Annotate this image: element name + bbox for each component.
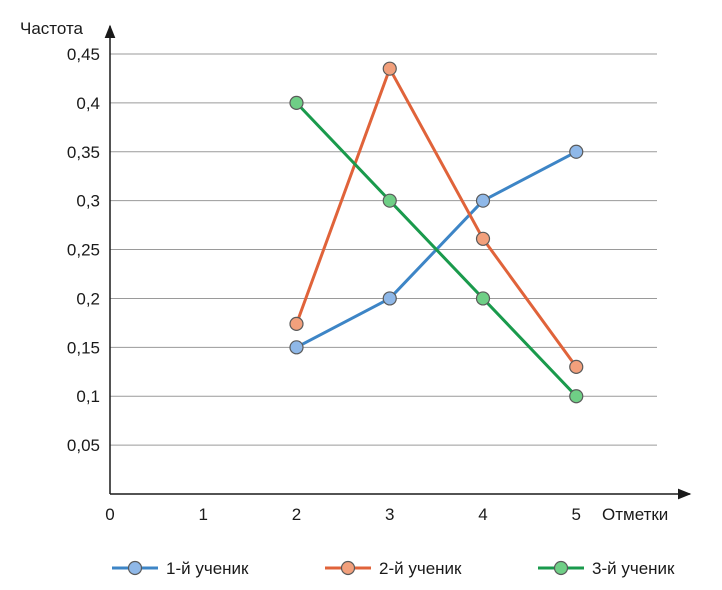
point-s1-x5 [569,144,584,159]
point-s1-x4 [475,193,491,208]
x-tick-label-1: 1 [199,505,208,524]
legend-swatch-marker [340,560,356,576]
x-tick-label-2: 2 [292,505,301,524]
y-tick-label-8: 0,45 [67,45,100,64]
point-s2-x4 [475,231,491,246]
point-s3-x3 [382,193,397,208]
point-s3-x2 [289,95,304,110]
legend-swatch-marker [553,560,569,576]
y-tick-label-5: 0,3 [76,192,100,211]
y-tick-label-0: 0,05 [67,436,100,455]
series-line-3 [295,101,578,398]
legend-label-3: 3-й ученик [592,559,675,578]
x-axis-title: Отметки [602,505,668,524]
point-s3-x4 [475,291,491,306]
y-tick-label-1: 0,1 [76,387,100,406]
series-lines [295,67,578,398]
x-tick-label-0: 0 [105,505,114,524]
y-tick-label-3: 0,2 [76,289,100,308]
series [289,61,584,404]
legend-item-2: 2-й ученик [325,559,462,578]
point-s1-x2 [289,340,304,355]
axes: Частота Отметки [20,19,692,524]
legend: 1-й ученик 2-й ученик 3-й ученик [112,559,675,578]
tick-labels: 0,05 0,1 0,15 0,2 0,25 0,3 0,35 0,4 0,45 0 1 2 3 4 5 [67,45,581,524]
legend-swatch-marker [127,560,143,576]
series-line-2 [295,67,578,368]
grid-lines [110,53,657,446]
legend-label-1: 1-й ученик [166,559,249,578]
legend-item-3: 3-й ученик [538,559,675,578]
y-tick-label-4: 0,25 [67,241,100,260]
legend-label-2: 2-й ученик [379,559,462,578]
y-tick-label-2: 0,15 [67,338,100,357]
x-tick-label-3: 3 [385,505,394,524]
y-axis-title: Частота [20,19,84,38]
point-s3-x5 [569,389,584,404]
series-markers [289,61,584,404]
point-s2-x2 [289,316,304,331]
point-s1-x3 [382,291,397,306]
point-s2-x3 [382,61,397,76]
y-tick-label-7: 0,4 [76,94,100,113]
y-tick-label-6: 0,35 [67,143,100,162]
point-s2-x5 [569,359,584,374]
x-tick-label-4: 4 [478,505,487,524]
legend-item-1: 1-й ученик [112,559,249,578]
x-tick-label-5: 5 [572,505,581,524]
